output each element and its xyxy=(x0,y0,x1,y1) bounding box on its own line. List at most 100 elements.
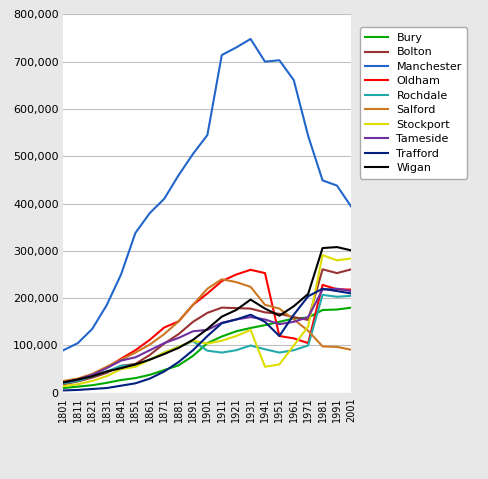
Line: Oldham: Oldham xyxy=(63,270,351,382)
Wigan xyxy=(277,313,283,319)
Rochdale xyxy=(233,347,239,353)
Salford xyxy=(133,350,139,355)
Line: Bury: Bury xyxy=(63,308,351,388)
Rochdale xyxy=(277,350,283,355)
Trafford xyxy=(262,319,268,325)
Bolton xyxy=(334,270,340,276)
Trafford xyxy=(219,320,225,326)
Manchester xyxy=(334,182,340,188)
Bolton xyxy=(262,309,268,315)
Stockport xyxy=(176,344,182,350)
Oldham xyxy=(262,270,268,276)
Bury xyxy=(147,372,153,377)
Manchester xyxy=(348,204,354,210)
Bolton xyxy=(104,370,110,376)
Bolton xyxy=(118,363,124,369)
Stockport xyxy=(233,333,239,339)
Line: Manchester: Manchester xyxy=(63,39,351,350)
Stockport xyxy=(61,383,66,389)
Bury xyxy=(334,307,340,312)
Manchester xyxy=(147,210,153,216)
Oldham xyxy=(305,340,311,346)
Salford xyxy=(219,276,225,282)
Wigan xyxy=(190,337,196,342)
Bury xyxy=(190,353,196,359)
Salford xyxy=(334,344,340,350)
Bolton xyxy=(133,361,139,367)
Bury xyxy=(104,380,110,386)
Bury xyxy=(75,384,81,389)
Trafford xyxy=(118,383,124,388)
Tameside xyxy=(61,379,66,385)
Tameside xyxy=(190,329,196,334)
Oldham xyxy=(75,376,81,382)
Rochdale xyxy=(219,350,225,355)
Wigan xyxy=(147,357,153,363)
Wigan xyxy=(89,373,95,379)
Rochdale xyxy=(147,357,153,363)
Trafford xyxy=(133,380,139,386)
Rochdale xyxy=(161,350,167,355)
Stockport xyxy=(104,373,110,379)
Manchester xyxy=(262,59,268,65)
Oldham xyxy=(89,372,95,377)
Rochdale xyxy=(190,338,196,344)
Wigan xyxy=(75,376,81,382)
Tameside xyxy=(147,347,153,353)
Oldham xyxy=(61,379,66,385)
Bolton xyxy=(204,310,210,316)
Stockport xyxy=(277,362,283,367)
Oldham xyxy=(348,287,354,293)
Bury xyxy=(219,333,225,339)
Tameside xyxy=(348,288,354,294)
Oldham xyxy=(161,325,167,331)
Trafford xyxy=(334,288,340,294)
Tameside xyxy=(75,376,81,382)
Line: Salford: Salford xyxy=(63,279,351,381)
Manchester xyxy=(104,302,110,308)
Manchester xyxy=(219,52,225,58)
Bolton xyxy=(291,314,297,320)
Line: Bolton: Bolton xyxy=(63,269,351,384)
Wigan xyxy=(133,362,139,367)
Trafford xyxy=(190,347,196,353)
Wigan xyxy=(348,248,354,253)
Bury xyxy=(161,367,167,373)
Trafford xyxy=(348,291,354,297)
Salford xyxy=(233,279,239,285)
Rochdale xyxy=(320,292,325,298)
Stockport xyxy=(219,338,225,343)
Oldham xyxy=(133,347,139,353)
Manchester xyxy=(118,272,124,277)
Trafford xyxy=(204,333,210,339)
Manchester xyxy=(75,340,81,346)
Rochdale xyxy=(104,369,110,375)
Salford xyxy=(320,343,325,349)
Tameside xyxy=(277,321,283,327)
Line: Stockport: Stockport xyxy=(63,255,351,386)
Oldham xyxy=(204,291,210,297)
Salford xyxy=(348,347,354,353)
Tameside xyxy=(233,317,239,322)
Bolton xyxy=(176,331,182,337)
Wigan xyxy=(104,369,110,375)
Manchester xyxy=(133,230,139,236)
Wigan xyxy=(118,365,124,371)
Salford xyxy=(262,302,268,308)
Bolton xyxy=(190,319,196,325)
Bury xyxy=(204,340,210,346)
Wigan xyxy=(320,245,325,251)
Trafford xyxy=(75,387,81,393)
Salford xyxy=(61,378,66,384)
Rochdale xyxy=(348,293,354,299)
Bury xyxy=(348,305,354,310)
Wigan xyxy=(161,351,167,357)
Stockport xyxy=(118,366,124,372)
Bury xyxy=(291,316,297,321)
Stockport xyxy=(161,350,167,355)
Tameside xyxy=(89,372,95,377)
Manchester xyxy=(277,57,283,63)
Salford xyxy=(190,302,196,308)
Wigan xyxy=(334,244,340,250)
Manchester xyxy=(176,172,182,178)
